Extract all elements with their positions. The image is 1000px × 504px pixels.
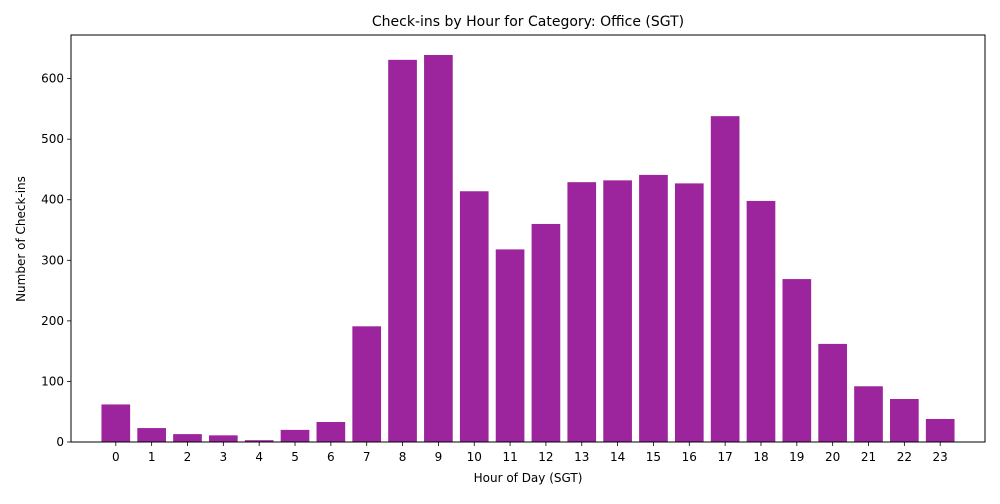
bar-hour-21 <box>854 386 883 442</box>
y-tick-label: 400 <box>41 193 64 207</box>
x-tick-label: 23 <box>933 450 948 464</box>
bar-hour-19 <box>782 279 812 442</box>
bar-hour-17 <box>710 116 740 442</box>
y-tick-label: 300 <box>41 253 64 267</box>
x-tick-label: 16 <box>682 450 697 464</box>
bar-hour-16 <box>674 183 704 442</box>
y-axis-label: Number of Check-ins <box>14 176 28 302</box>
x-axis-label: Hour of Day (SGT) <box>474 471 583 485</box>
y-axis-ticks: 0 100 200 300 400 500 600 <box>41 72 71 449</box>
x-tick-label: 9 <box>435 450 443 464</box>
bar-hour-5 <box>280 429 310 442</box>
bar-hour-22 <box>890 398 919 442</box>
x-tick-label: 18 <box>753 450 768 464</box>
x-tick-label: 22 <box>897 450 912 464</box>
bar-hour-0 <box>101 404 131 442</box>
x-tick-label: 12 <box>538 450 553 464</box>
x-axis-ticks: 0 1 2 3 4 5 6 7 8 9 10 11 12 13 14 15 16 17 18 19 20 21 22 23 <box>112 442 948 464</box>
x-tick-label: 15 <box>646 450 661 464</box>
x-tick-label: 21 <box>861 450 876 464</box>
bar-hour-15 <box>639 174 668 442</box>
bar-hour-9 <box>424 54 453 443</box>
x-tick-label: 0 <box>112 450 120 464</box>
bar-hour-23 <box>925 418 955 442</box>
x-tick-label: 1 <box>148 450 156 464</box>
x-tick-label: 4 <box>255 450 263 464</box>
x-tick-label: 3 <box>220 450 228 464</box>
x-tick-label: 20 <box>825 450 840 464</box>
bar-hour-7 <box>352 326 382 442</box>
bar-hour-4 <box>244 440 274 442</box>
bar-hour-3 <box>208 435 238 442</box>
bar-hour-8 <box>388 59 417 442</box>
bar-hour-20 <box>818 343 848 442</box>
bar-hour-12 <box>531 223 561 442</box>
y-tick-label: 100 <box>41 374 64 388</box>
y-tick-label: 500 <box>41 132 64 146</box>
x-tick-label: 17 <box>717 450 732 464</box>
bar-hour-14 <box>603 180 632 442</box>
bar-hour-2 <box>173 434 202 442</box>
bar-hour-6 <box>316 422 346 442</box>
x-tick-label: 2 <box>184 450 192 464</box>
x-tick-label: 19 <box>789 450 804 464</box>
bar-hour-18 <box>746 200 776 442</box>
x-tick-label: 6 <box>327 450 335 464</box>
bar-hour-13 <box>567 182 597 442</box>
bars-layer <box>101 54 955 443</box>
x-tick-label: 11 <box>502 450 517 464</box>
x-tick-label: 8 <box>399 450 407 464</box>
bar-hour-10 <box>459 191 489 442</box>
y-tick-label: 600 <box>41 72 64 86</box>
x-tick-label: 14 <box>610 450 625 464</box>
x-tick-label: 5 <box>291 450 299 464</box>
chart-title: Check-ins by Hour for Category: Office (… <box>372 14 684 30</box>
bar-hour-1 <box>137 428 166 442</box>
plot-frame <box>70 34 986 443</box>
x-tick-label: 13 <box>574 450 589 464</box>
x-tick-label: 10 <box>467 450 482 464</box>
bar-hour-11 <box>495 249 525 442</box>
x-tick-label: 7 <box>363 450 371 464</box>
y-tick-label: 0 <box>56 435 64 449</box>
y-tick-label: 200 <box>41 314 64 328</box>
